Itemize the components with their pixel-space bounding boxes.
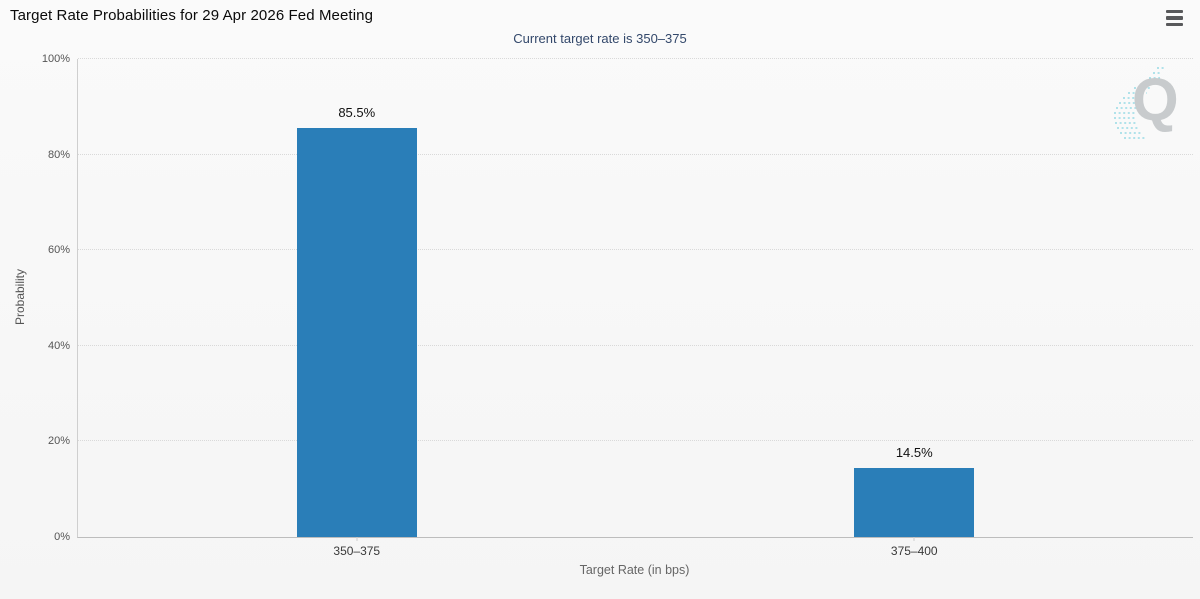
chart-menu-button[interactable]: [1166, 10, 1183, 26]
watermark-swoosh-icon: [1114, 67, 1164, 139]
y-tick-label: 60%: [47, 244, 70, 257]
probability-bar[interactable]: [854, 467, 975, 537]
gridline: [78, 249, 1193, 251]
y-tick-label: 20%: [47, 435, 70, 448]
gridline: [78, 153, 1193, 155]
x-tick-label: 350–375: [333, 544, 381, 558]
y-tick-label: 0%: [54, 531, 70, 543]
plot-area: 85.5% 350–375 14.5% 375–400: [77, 58, 1193, 558]
hamburger-icon: [1166, 16, 1183, 20]
gridline: [78, 440, 1193, 442]
gridline: [78, 344, 1193, 346]
bar-value-label: 85.5%: [338, 105, 376, 121]
chart-subtitle: Current target rate is 350–375: [513, 31, 687, 46]
y-tick-label: 100%: [41, 53, 70, 65]
chart-title: Target Rate Probabilities for 29 Apr 202…: [10, 7, 374, 24]
x-tick-label: 375–400: [890, 544, 938, 558]
quikstrike-logo-watermark: Q: [1105, 60, 1195, 155]
x-tick-mark: [356, 537, 358, 541]
probability-bar[interactable]: [296, 128, 417, 537]
hamburger-icon: [1166, 22, 1183, 26]
bar-value-label: 14.5%: [895, 444, 933, 460]
gridline: [78, 58, 1193, 59]
y-tick-label: 80%: [47, 148, 70, 161]
y-axis-tick-labels: 0% 20% 40% 60% 80% 100%: [0, 53, 70, 543]
x-axis-title: Target Rate (in bps): [579, 563, 690, 577]
y-tick-label: 40%: [47, 339, 70, 352]
hamburger-icon: [1166, 10, 1183, 14]
x-tick-mark: [913, 537, 915, 541]
watermark-letter: Q: [1132, 66, 1179, 133]
